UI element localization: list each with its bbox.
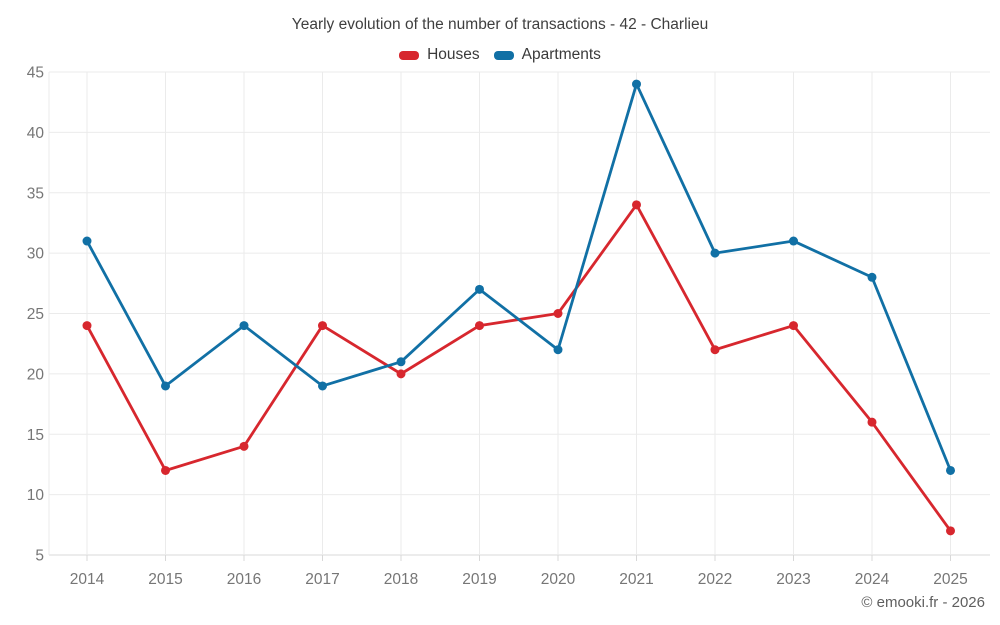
houses-data-point[interactable] [318, 321, 327, 331]
x-tick-label: 2024 [855, 571, 890, 588]
x-axis-ticks [86, 555, 951, 561]
chart-title: Yearly evolution of the number of transa… [291, 16, 709, 33]
houses-data-point[interactable] [475, 321, 484, 331]
apartments-data-point[interactable] [867, 272, 877, 282]
series-apartments [82, 79, 955, 475]
houses-data-point[interactable] [161, 465, 170, 475]
apartments-data-point[interactable] [475, 284, 484, 294]
y-tick-label: 20 [27, 366, 45, 383]
apartments-data-point[interactable] [632, 79, 641, 89]
houses-data-point[interactable] [82, 321, 92, 331]
y-tick-label: 40 [27, 125, 45, 142]
x-tick-label: 2023 [776, 571, 810, 588]
y-tick-label: 15 [27, 427, 44, 444]
apartments-data-point[interactable] [396, 357, 406, 367]
apartments-data-point[interactable] [789, 236, 798, 246]
x-tick-label: 2015 [148, 571, 182, 588]
apartments-data-point[interactable] [710, 248, 720, 258]
x-tick-label: 2020 [541, 571, 576, 588]
houses-data-point[interactable] [632, 200, 641, 210]
apartments-data-point[interactable] [946, 465, 955, 475]
apartments-data-point[interactable] [318, 381, 327, 391]
legend-item-houses[interactable]: Houses [399, 46, 480, 64]
x-tick-label: 2016 [227, 571, 261, 588]
apartments-data-point[interactable] [553, 345, 563, 355]
y-tick-label: 25 [27, 306, 44, 323]
x-tick-label: 2022 [698, 571, 732, 588]
apartments-data-point[interactable] [161, 381, 170, 391]
legend-swatch-icon [399, 50, 420, 60]
apartments-data-point[interactable] [82, 236, 92, 246]
houses-data-point[interactable] [710, 345, 720, 355]
x-tick-label: 2018 [384, 571, 418, 588]
copyright-footer: © emooki.fr - 2026 [861, 594, 985, 611]
houses-data-point[interactable] [789, 321, 798, 331]
y-tick-label: 45 [27, 65, 44, 82]
y-tick-label: 35 [27, 185, 44, 202]
x-tick-label: 2014 [70, 571, 105, 588]
x-tick-label: 2019 [462, 571, 496, 588]
legend-label: Houses [427, 46, 480, 63]
legend-swatch-icon [493, 50, 514, 60]
y-tick-label: 30 [27, 246, 45, 263]
x-tick-label: 2025 [933, 571, 967, 588]
legend: Houses Apartments [0, 46, 1000, 64]
x-tick-label: 2017 [305, 571, 339, 588]
series-houses [82, 200, 955, 536]
apartments-line [85, 82, 952, 472]
houses-data-point[interactable] [553, 309, 563, 318]
y-axis-labels: 5 10 15 20 25 30 35 40 45 [27, 65, 45, 565]
houses-data-point[interactable] [946, 526, 955, 536]
x-tick-label: 2021 [619, 571, 653, 588]
y-tick-label: 5 [35, 548, 44, 565]
legend-item-apartments[interactable]: Apartments [493, 46, 601, 64]
y-gridlines [49, 71, 990, 556]
apartments-data-point[interactable] [239, 321, 249, 331]
houses-data-point[interactable] [867, 417, 877, 427]
legend-label: Apartments [521, 46, 601, 63]
y-tick-label: 10 [27, 487, 45, 504]
houses-data-point[interactable] [239, 441, 249, 451]
x-axis-labels: 2014 2015 2016 2017 2018 2019 2020 2021 2022 2023… [70, 571, 968, 588]
houses-data-point[interactable] [396, 369, 406, 379]
